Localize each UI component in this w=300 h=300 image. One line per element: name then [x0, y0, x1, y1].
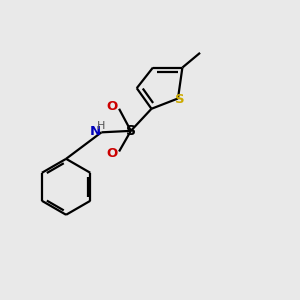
- Text: S: S: [175, 93, 184, 106]
- Text: S: S: [127, 124, 136, 138]
- Text: O: O: [106, 100, 117, 113]
- Text: H: H: [97, 121, 105, 131]
- Text: O: O: [106, 147, 117, 160]
- Text: N: N: [90, 125, 101, 138]
